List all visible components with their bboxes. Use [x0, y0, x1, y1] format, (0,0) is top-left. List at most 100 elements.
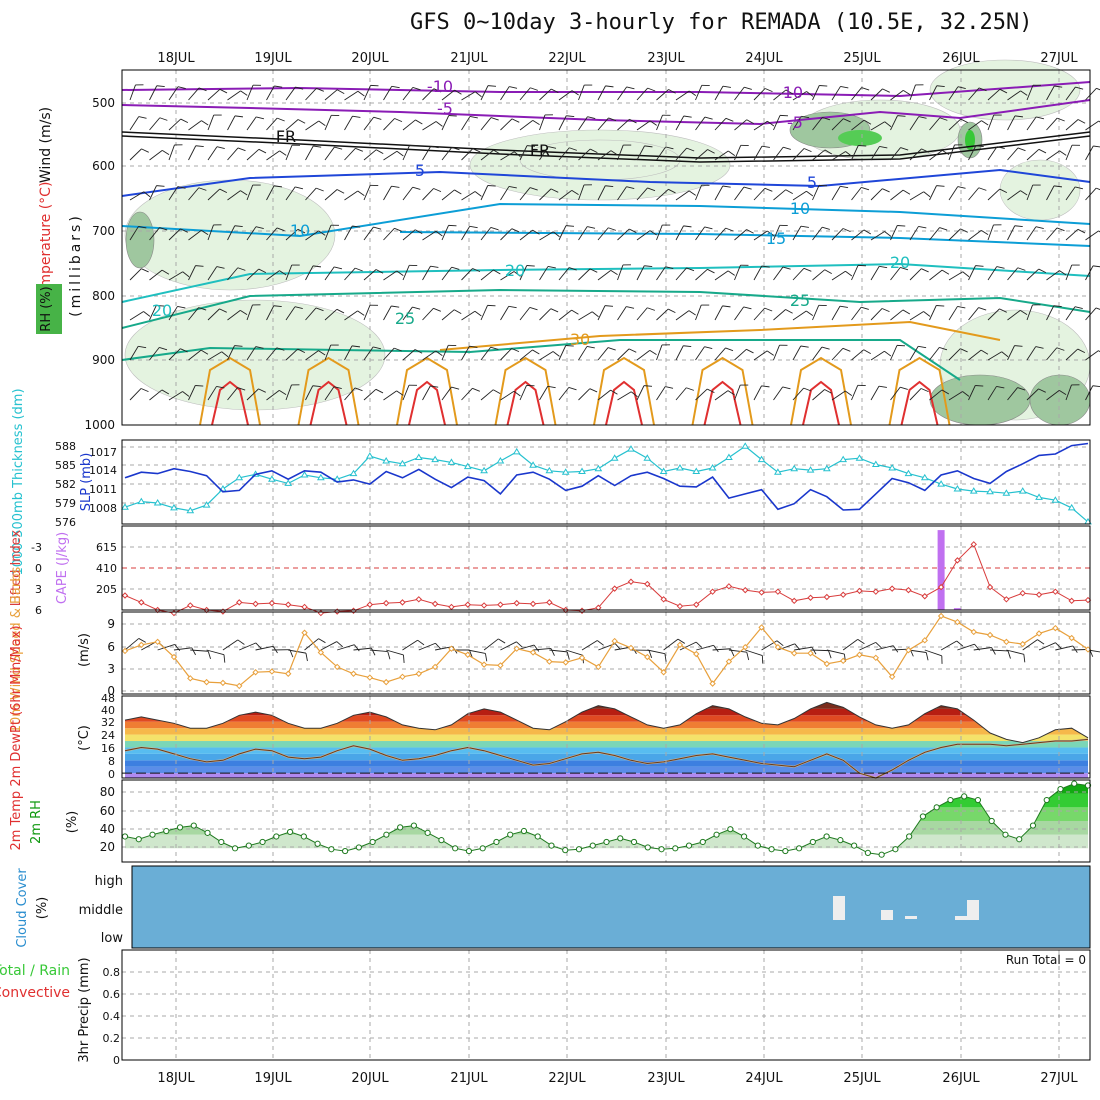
wind-barb: [892, 645, 899, 653]
y-tick-li: 0: [35, 562, 42, 575]
wind-barb: [884, 121, 892, 128]
wind-barb: [978, 87, 987, 92]
rh-point: [1043, 796, 1050, 804]
wind-barb: [1020, 90, 1028, 96]
rh-point: [685, 842, 693, 849]
wind-barb: [513, 271, 521, 277]
wind-barb: [191, 647, 196, 656]
wind-barb: [1085, 307, 1097, 321]
wind-barb: [647, 187, 656, 192]
wind-barb: [1085, 350, 1099, 361]
wind-barb: [1056, 227, 1065, 232]
wind-barb: [305, 385, 314, 401]
wind-barb: [968, 230, 982, 241]
wind-barb: [909, 388, 922, 401]
lifted-index-point: [693, 601, 700, 608]
wind-barb: [695, 116, 706, 131]
wind-barb: [168, 86, 179, 101]
wind-barb: [803, 148, 812, 153]
wind-barb: [344, 90, 359, 101]
wind-barb: [237, 639, 245, 645]
rh-point: [300, 833, 307, 840]
wind-barb: [617, 391, 632, 401]
wind-barb: [890, 386, 901, 401]
wind-barb: [845, 151, 853, 157]
thickness-point: [643, 454, 652, 461]
wind-barb: [792, 116, 802, 131]
y-tick-wind: 6: [107, 640, 115, 654]
wind-barb: [636, 120, 651, 131]
wind-barb: [246, 346, 257, 361]
wind-barb: [519, 307, 531, 321]
wind-barb: [679, 641, 697, 651]
wind-barb: [490, 117, 499, 121]
wind-barb: [285, 384, 292, 401]
lifted-index-point: [644, 580, 651, 588]
contour-label: 25: [395, 309, 415, 328]
wind-barb: [500, 228, 513, 241]
wind-barb: [1046, 227, 1058, 241]
wind-barb: [707, 268, 715, 274]
wind-barb: [234, 225, 243, 228]
wind-barb: [227, 345, 235, 361]
wind-barb: [558, 225, 567, 241]
wind-barb: [480, 117, 492, 131]
y-tick-rh: 20: [100, 840, 115, 854]
y-tick-temp: 32: [101, 716, 115, 729]
wind-barb: [571, 90, 579, 96]
wind-barb: [351, 345, 361, 348]
wind-barb: [649, 230, 657, 236]
wind-barb: [597, 389, 611, 401]
rh-legend-swatch: [36, 284, 62, 334]
wind-barb: [890, 189, 904, 201]
wind-barb: [921, 268, 929, 273]
wind-barb: [695, 184, 702, 201]
lifted-index-point: [546, 599, 553, 606]
wind-barb: [294, 306, 303, 310]
wind-barb: [1059, 389, 1067, 396]
wind-barb: [467, 649, 486, 654]
wind-barb: [363, 304, 371, 321]
wind-barb: [295, 186, 304, 190]
wind-barb: [870, 121, 885, 131]
contour-35: [790, 356, 852, 426]
wind-barb: [177, 186, 186, 189]
wind-barb: [402, 265, 410, 281]
axis-title-slp: SLP (mb): [79, 453, 94, 512]
wind-speed-point: [268, 668, 276, 675]
wind-barb: [725, 227, 734, 232]
wind-barb: [610, 269, 618, 276]
wind-barb: [948, 144, 955, 161]
wind-barb: [597, 150, 612, 161]
wind-barb: [316, 187, 324, 192]
wind-barb: [412, 86, 421, 91]
wind-barb: [861, 306, 869, 310]
wind-barb: [1017, 147, 1026, 152]
wind-barb: [1020, 190, 1028, 196]
axis-title-cloud: Cloud Cover: [15, 868, 30, 948]
wind-barb: [138, 638, 146, 643]
wind-barb: [363, 149, 377, 161]
rh-point: [1002, 831, 1009, 838]
wind-barb: [312, 265, 322, 268]
wind-barb: [851, 145, 859, 161]
wind-speed-point: [154, 638, 161, 646]
temp-band: [125, 708, 1088, 716]
wind-barb: [728, 150, 736, 157]
wind-barb: [568, 386, 577, 391]
wind-barb: [363, 226, 374, 241]
wind-barb: [334, 146, 343, 150]
wind-barb: [1075, 86, 1084, 90]
wind-barb: [383, 347, 395, 361]
wind-barb: [454, 309, 462, 315]
wind-barb: [909, 116, 920, 131]
wind-barb: [617, 186, 627, 201]
wind-barb: [909, 311, 924, 321]
wind-barb: [571, 189, 579, 196]
wind-barb: [149, 347, 160, 361]
wind-barb: [1077, 228, 1086, 234]
wind-barb: [396, 150, 404, 157]
wind-barb: [753, 350, 768, 361]
wind-barb: [629, 228, 637, 234]
date-label-bottom: 22JUL: [548, 1071, 586, 1086]
